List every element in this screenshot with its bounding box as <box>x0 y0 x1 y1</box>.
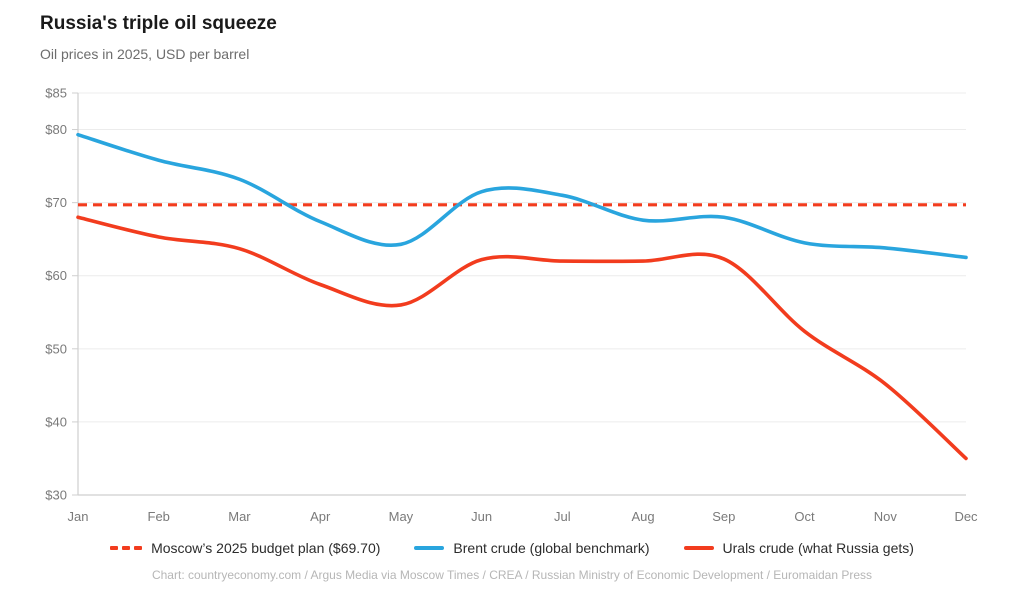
svg-text:Sep: Sep <box>712 509 735 524</box>
legend-label-brent: Brent crude (global benchmark) <box>453 540 650 556</box>
svg-text:Jun: Jun <box>471 509 492 524</box>
page-title: Russia's triple oil squeeze <box>40 13 277 34</box>
svg-text:May: May <box>389 509 414 524</box>
chart-legend: Moscow’s 2025 budget plan ($69.70) Brent… <box>0 540 1024 556</box>
svg-text:$70: $70 <box>45 195 67 210</box>
chart-subtitle: Oil prices in 2025, USD per barrel <box>40 46 250 62</box>
legend-item-urals: Urals crude (what Russia gets) <box>683 540 914 556</box>
legend-label-urals: Urals crude (what Russia gets) <box>722 540 914 556</box>
svg-text:Apr: Apr <box>310 509 331 524</box>
svg-text:$30: $30 <box>45 488 67 503</box>
svg-text:$60: $60 <box>45 268 67 283</box>
svg-text:Feb: Feb <box>148 509 170 524</box>
svg-text:$40: $40 <box>45 414 67 429</box>
legend-item-brent: Brent crude (global benchmark) <box>414 540 650 556</box>
chart-credit: Chart: countryeconomy.com / Argus Media … <box>151 568 873 582</box>
svg-text:$85: $85 <box>45 86 67 101</box>
svg-text:Jan: Jan <box>68 509 89 524</box>
svg-text:Jul: Jul <box>554 509 571 524</box>
svg-text:Mar: Mar <box>228 509 251 524</box>
svg-text:$80: $80 <box>45 122 67 137</box>
legend-item-budget-plan: Moscow’s 2025 budget plan ($69.70) <box>110 540 380 556</box>
solid-line-marker-icon <box>414 546 445 550</box>
svg-text:Nov: Nov <box>874 509 898 524</box>
svg-text:Dec: Dec <box>954 509 978 524</box>
dashed-line-marker-icon <box>110 546 143 550</box>
svg-text:Aug: Aug <box>632 509 655 524</box>
svg-text:Oct: Oct <box>794 509 815 524</box>
svg-text:$50: $50 <box>45 341 67 356</box>
solid-line-marker-icon <box>683 546 714 550</box>
legend-label-budget-plan: Moscow’s 2025 budget plan ($69.70) <box>151 540 381 556</box>
